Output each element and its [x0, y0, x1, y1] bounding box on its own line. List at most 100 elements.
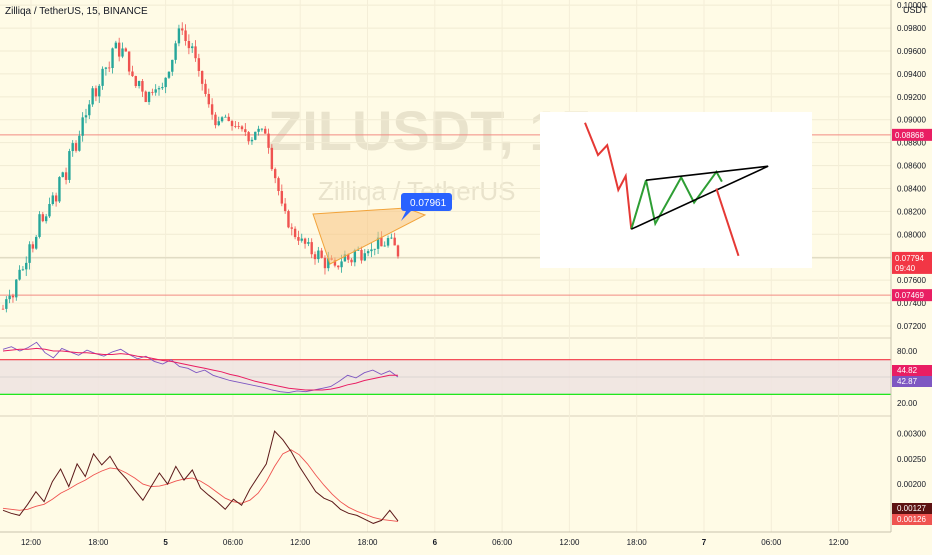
candle-body	[217, 121, 220, 126]
price-pane[interactable]	[0, 22, 891, 313]
candle-body	[174, 43, 177, 60]
candlestick	[144, 90, 147, 103]
candle-body	[71, 143, 74, 152]
candlestick	[25, 256, 28, 277]
candlestick	[147, 91, 151, 105]
candlestick	[11, 293, 15, 303]
candle-body	[363, 253, 367, 261]
time-tick-label: 18:00	[357, 538, 378, 547]
candle-body	[303, 238, 307, 244]
candle-body	[187, 41, 191, 49]
candlestick	[250, 137, 254, 145]
candle-body	[68, 151, 71, 180]
candlestick	[121, 42, 124, 59]
time-axis[interactable]: 12:00 18:00 5 06:00 12:00 18:00 6 06:00 12:00 18:…	[0, 531, 891, 547]
candlestick	[204, 79, 207, 97]
candle-body	[240, 126, 244, 130]
candle-body	[25, 262, 28, 270]
candle-body	[376, 237, 380, 249]
candle-body	[5, 299, 8, 309]
candle-body	[54, 195, 58, 202]
candle-body	[117, 42, 121, 57]
candle-body	[124, 48, 128, 52]
candlestick	[214, 112, 217, 129]
candle-body	[353, 250, 357, 263]
candle-body	[247, 132, 250, 142]
candlestick	[293, 226, 297, 240]
time-tick-label: 7	[702, 538, 707, 547]
candlestick	[297, 230, 300, 246]
candle-body	[257, 128, 260, 132]
chart-header: Zilliqa / TetherUS, 15, BINANCE	[5, 6, 148, 17]
candle-body	[31, 244, 35, 249]
candlestick	[320, 247, 323, 259]
candle-body	[108, 67, 111, 69]
candle-body	[200, 70, 204, 84]
candle-body	[88, 104, 91, 116]
candle-body	[277, 178, 280, 192]
candle-body	[98, 85, 101, 97]
price-tick-label: 0.07400	[897, 299, 926, 308]
candle-body	[81, 117, 84, 136]
time-tick-label: 5	[163, 538, 168, 547]
candle-body	[171, 59, 174, 72]
rsi-tick-label: 20.00	[897, 399, 918, 408]
candlestick	[8, 289, 11, 304]
candlestick	[247, 131, 250, 145]
candlestick	[167, 71, 171, 80]
candlestick	[307, 237, 310, 247]
candlestick	[254, 131, 257, 141]
candlestick	[18, 265, 21, 281]
oscillator-tick-label: 0.00250	[897, 455, 926, 464]
oscillator-line	[2, 430, 399, 524]
candlestick	[34, 234, 38, 250]
candlestick	[260, 128, 264, 132]
time-tick-label: 06:00	[492, 538, 513, 547]
candle-body	[177, 28, 181, 44]
oscillator-pane[interactable]	[2, 430, 399, 524]
candle-body	[11, 295, 15, 298]
candlestick	[114, 40, 118, 49]
illustration-panel	[540, 112, 812, 268]
candlestick	[21, 265, 25, 272]
candlestick	[98, 84, 101, 103]
rsi-ma-value-label: 42.87	[897, 377, 918, 386]
candlestick	[137, 80, 141, 89]
candlestick	[373, 248, 376, 256]
candlestick	[111, 47, 114, 74]
candle-body	[194, 46, 197, 59]
candlestick	[174, 40, 177, 64]
candlestick	[177, 24, 181, 47]
candle-body	[313, 254, 317, 260]
price-tick-label: 0.08600	[897, 162, 926, 171]
candle-body	[273, 169, 277, 179]
candle-body	[34, 236, 38, 249]
price-tick-label: 0.09200	[897, 93, 926, 102]
axis-labels: 0.10000 0.09800 0.09600 0.09400 0.09200 0.090…	[401, 1, 932, 525]
candle-body	[300, 238, 303, 241]
candlestick	[58, 176, 61, 203]
pattern-illustration	[540, 112, 812, 268]
candlestick	[366, 249, 370, 257]
candle-body	[283, 203, 287, 212]
rsi-ma-value-badge	[892, 376, 932, 387]
candlestick	[134, 75, 137, 88]
candle-body	[270, 147, 274, 170]
time-tick-label: 6	[433, 538, 438, 547]
price-axis[interactable]: USDT	[890, 0, 928, 532]
candlestick	[15, 279, 18, 301]
candle-body	[360, 249, 363, 261]
candle-body	[287, 211, 290, 228]
watermark: ZILUSDT, 15 Zilliqa / TetherUS	[268, 99, 592, 206]
rsi-pane[interactable]	[0, 341, 891, 395]
candle-body	[254, 131, 257, 140]
candle-body	[260, 128, 264, 130]
candle-body	[356, 249, 360, 251]
candle-body	[167, 71, 171, 78]
level-price-badge	[892, 128, 932, 141]
candlestick	[5, 296, 8, 313]
candlestick	[41, 211, 45, 223]
illustration-upper-trendline	[645, 165, 769, 181]
candle-body	[317, 250, 320, 260]
